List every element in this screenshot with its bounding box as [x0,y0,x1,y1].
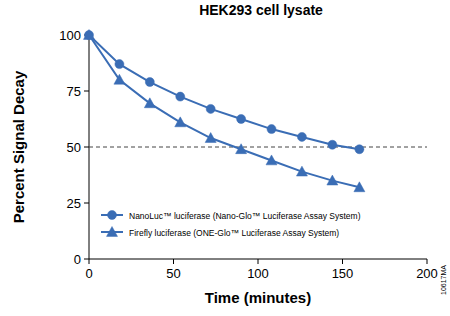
series-marker [267,125,276,134]
series-marker [145,78,154,87]
series-marker [175,117,186,127]
series-marker [327,175,338,185]
series-marker [176,92,185,101]
x-axis-label: Time (minutes) [205,289,311,306]
legend-label: Firefly luciferase (ONE-Glo™ Luciferase … [129,228,339,238]
y-tick-label: 0 [74,252,81,267]
series-marker [237,115,246,124]
legend: NanoLuc™ luciferase (Nano-Glo™ Luciferas… [101,211,361,238]
y-tick-label: 100 [59,28,81,43]
y-tick-label: 75 [67,84,81,99]
x-tick-label: 0 [85,266,92,281]
x-tick [258,259,259,264]
series-marker [296,166,307,176]
reference-line [89,147,427,148]
series-marker [144,98,155,108]
x-tick [173,259,174,264]
plot-area [84,30,428,192]
series-marker [84,30,95,40]
chart-container: HEK293 cell lysate 0 50 100 150 200 0 25 50 75 100… [0,0,450,316]
y-tick [84,147,89,148]
chart-svg: HEK293 cell lysate 0 50 100 150 200 0 25 50 75 100… [0,0,450,316]
legend-label: NanoLuc™ luciferase (Nano-Glo™ Luciferas… [129,211,361,221]
series-marker [114,74,125,84]
x-tick-label: 200 [416,266,438,281]
y-tick-label: 25 [67,196,81,211]
series-marker [297,132,306,141]
series-marker [328,140,337,149]
x-tick-label: 150 [332,266,354,281]
series-marker [354,182,365,192]
y-tick [84,203,89,204]
series-marker [115,60,124,69]
y-tick-label: 50 [67,140,81,155]
x-tick-label: 50 [166,266,180,281]
x-tick [342,259,343,264]
legend-marker [108,211,117,220]
x-tick [89,259,90,264]
x-tick [427,259,428,264]
series-marker [236,144,247,154]
chart-title: HEK293 cell lysate [199,2,323,18]
x-tick-label: 100 [247,266,269,281]
legend-marker [107,227,118,237]
y-axis-label: Percent Signal Decay [10,70,27,223]
series-marker [85,31,94,40]
figure-code: 10617MA [440,265,447,295]
series-marker [205,133,216,143]
y-tick [84,259,89,260]
series-marker [206,104,215,113]
y-tick [84,91,89,92]
series-line [89,35,359,187]
series-line [89,35,359,149]
series-marker [355,145,364,154]
series-marker [266,155,277,165]
